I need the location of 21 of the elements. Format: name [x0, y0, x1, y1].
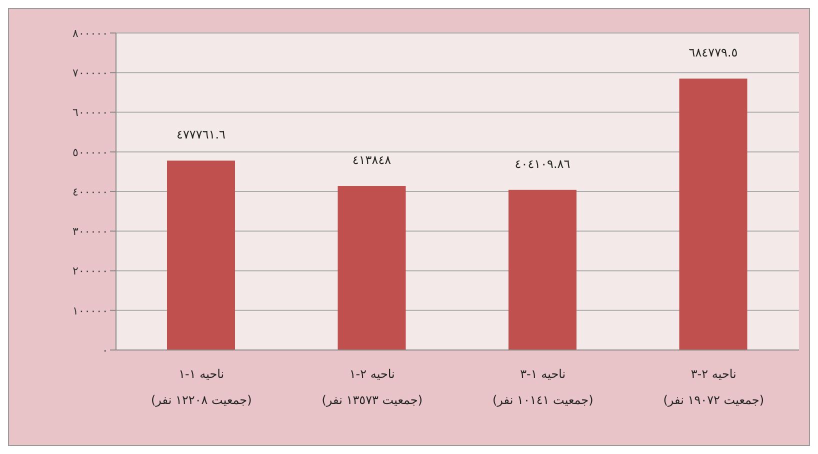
y-tick-label: ٠	[102, 344, 108, 357]
y-tick-label: ٧٠٠٠٠٠	[72, 66, 108, 80]
bar	[167, 160, 235, 350]
y-tick-label: ٢٠٠٠٠٠	[72, 264, 108, 278]
y-tick-label: ٣٠٠٠٠٠	[72, 225, 108, 238]
x-tick-label: ناحيه ٢-٣ (جمعيت ١٩٠٧٢ نفر)	[663, 367, 764, 407]
x-tick-label: ناحيه ١-٣ (جمعيت ١٠١٤١ نفر)	[492, 367, 594, 407]
y-tick-label: ٦٠٠٠٠٠	[72, 106, 108, 120]
y-tick-label: ٤٠٠٠٠٠	[72, 185, 108, 198]
y-tick-label: ٥٠٠٠٠٠	[72, 146, 108, 159]
bar	[679, 78, 748, 350]
bar	[338, 186, 406, 350]
bar	[508, 190, 576, 350]
data-label: ٤١٣٨٤٨	[352, 153, 392, 168]
data-label: ٤٠٤١٠٩.٨٦	[514, 156, 570, 171]
data-label: ٦٨٤٧٧٩.٥	[688, 46, 738, 60]
x-tick-label: ناحيه ٢-١ (جمعيت ١٣٥٧٣ نفر)	[322, 367, 423, 407]
y-tick-label: ١٠٠٠٠٠	[72, 304, 108, 318]
y-tick-label: ٨٠٠٠٠٠	[72, 26, 108, 40]
x-tick-label: ناحيه ١-١ (جمعيت ١٢٢٠٨ نفر)	[150, 367, 252, 407]
data-label: ٤٧٧٧٦١.٦	[176, 128, 226, 142]
